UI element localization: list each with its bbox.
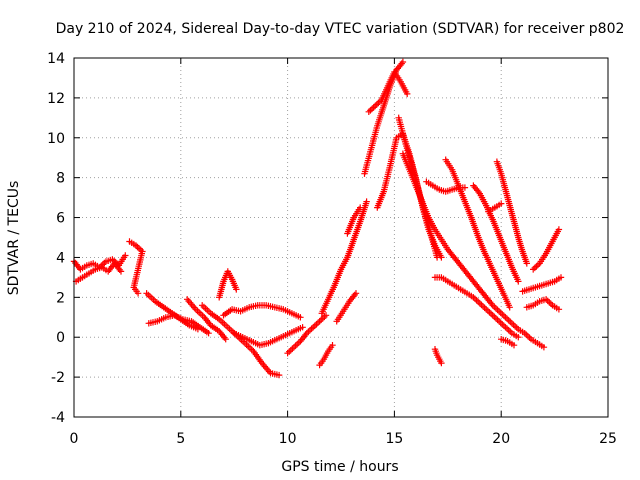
series-arc-ab (498, 336, 518, 349)
series-arc-x (442, 156, 513, 311)
series-arc-aa (485, 200, 505, 215)
y-tick-label: 0 (56, 330, 65, 346)
plot-frame (73, 57, 609, 418)
series-arc-e (145, 312, 212, 337)
data-point (523, 260, 530, 267)
y-tick-label: 4 (56, 250, 65, 266)
data-point (352, 290, 360, 297)
data-point (540, 344, 548, 351)
series-arc-q (365, 68, 411, 115)
series-arc-l (316, 342, 336, 369)
series-arc-n (333, 290, 360, 325)
x-tick-label: 5 (176, 431, 185, 447)
data-point (399, 58, 407, 66)
x-tick-label: 25 (599, 431, 617, 447)
data-point (222, 336, 229, 343)
y-axis-title: SDTVAR / TECUs (6, 181, 22, 296)
data-point (498, 200, 505, 207)
data-point (506, 304, 513, 311)
data-point (299, 324, 306, 331)
y-tick-label: 2 (56, 290, 65, 306)
y-tick-label: 10 (47, 131, 65, 147)
y-tick-label: 14 (47, 51, 65, 67)
series-arc-c (126, 238, 146, 297)
data-point (510, 342, 518, 349)
series-arc-t (399, 150, 548, 351)
data-point (515, 278, 522, 285)
data-point (461, 184, 469, 191)
data-point (404, 90, 411, 98)
series-arc-b (72, 260, 125, 285)
series-arc-v (431, 274, 522, 341)
data-point (275, 371, 283, 379)
series-arc-ae (523, 296, 563, 313)
data-point (555, 226, 563, 233)
series-arc-i (220, 302, 304, 321)
series-arc-ad (530, 226, 563, 273)
series-arc-f (184, 296, 229, 343)
x-axis-title: GPS time / hours (281, 459, 398, 475)
data-point (555, 306, 563, 313)
x-tick-label: 15 (385, 431, 403, 447)
axis-ticks: 0 5 10 15 20 25 -4 -2 0 2 4 6 8 10 12 14 (47, 51, 617, 447)
y-tick-label: 12 (47, 91, 65, 107)
y-tick-label: 6 (56, 211, 65, 227)
series-arc-o (344, 204, 364, 237)
data-point (297, 314, 304, 321)
series-arc-a (70, 252, 129, 273)
data-point (357, 204, 364, 211)
data-point (205, 330, 212, 337)
chart-title: Day 210 of 2024, Sidereal Day-to-day VTE… (56, 21, 625, 37)
series-arc-g (199, 302, 283, 379)
x-tick-label: 0 (70, 431, 79, 447)
series-arc-m (318, 198, 370, 317)
data-point (433, 254, 441, 261)
y-tick-label: -2 (51, 370, 65, 386)
series-arc-w (431, 346, 445, 367)
data-point (322, 312, 330, 319)
x-tick-label: 20 (492, 431, 510, 447)
y-tick-label: 8 (56, 171, 65, 187)
data-point (515, 334, 522, 341)
series-arc-h (216, 268, 240, 301)
series-arc-j (231, 324, 306, 349)
data-point (438, 359, 445, 367)
y-tick-label: -4 (51, 410, 65, 426)
x-tick-label: 10 (279, 431, 297, 447)
data-point (329, 342, 336, 349)
series-arc-z (493, 158, 530, 267)
data-point (117, 268, 125, 275)
data-point (557, 274, 565, 281)
series-arc-ac (519, 274, 565, 295)
data-point (122, 252, 129, 259)
data-point (363, 198, 370, 205)
data-point (134, 290, 142, 297)
data-points (70, 58, 565, 379)
data-point (233, 286, 240, 293)
series-arc-k (284, 312, 330, 357)
